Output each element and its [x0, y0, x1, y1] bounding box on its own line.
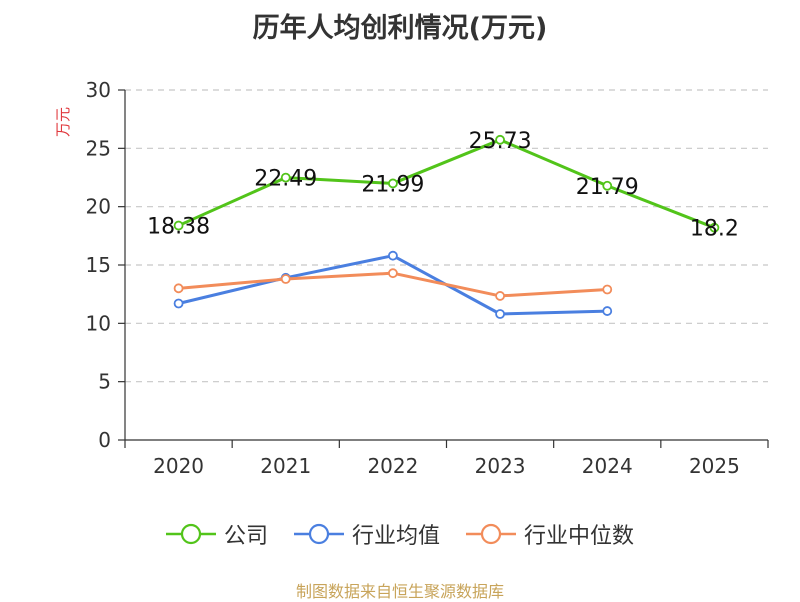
legend-item[interactable]: 公司: [165, 518, 268, 550]
data-point-2: [173, 283, 184, 294]
legend-label: 行业中位数: [524, 524, 635, 549]
x-tick-label: 2024: [582, 454, 633, 478]
data-label: 18.38: [147, 215, 210, 240]
y-tick-label: 20: [86, 195, 111, 219]
y-tick-label: 0: [98, 428, 111, 452]
x-tick-label: 2025: [689, 454, 740, 478]
legend-label: 公司: [223, 524, 268, 549]
legend-marker-icon: [293, 523, 344, 545]
data-point-0: [173, 220, 184, 231]
data-point-0: [709, 222, 720, 233]
y-tick-label: 10: [86, 311, 111, 335]
y-axis-label: 万元: [54, 107, 72, 137]
data-point-0: [388, 178, 398, 189]
y-tick-label: 30: [86, 78, 111, 102]
data-label: 25.73: [469, 129, 532, 154]
data-point-0: [495, 134, 505, 145]
series-line-0: [177, 138, 715, 230]
legend: 公司 行业均值 行业中位数: [0, 518, 800, 550]
data-point-0: [602, 180, 613, 191]
data-label: 21.79: [576, 175, 639, 200]
x-tick-label: 2020: [153, 454, 204, 478]
data-point-2: [388, 268, 398, 279]
data-point-2: [280, 274, 291, 284]
x-tick-label: 2023: [475, 454, 526, 478]
legend-marker-icon: [165, 523, 216, 545]
data-label: 18.2: [690, 217, 739, 242]
legend-label: 行业均值: [351, 524, 440, 549]
y-tick-label: 5: [98, 370, 111, 394]
source-footer: 制图数据来自恒生聚源数据库: [295, 582, 504, 601]
data-point-1: [173, 298, 184, 309]
y-tick-label: 15: [86, 253, 111, 277]
legend-item[interactable]: 行业中位数: [466, 518, 634, 550]
data-point-1: [495, 309, 505, 319]
legend-item[interactable]: 行业均值: [293, 518, 440, 550]
chart-title: 历年人均创利情况(万元): [252, 13, 548, 44]
data-point-1: [602, 306, 613, 316]
x-tick-label: 2022: [367, 454, 418, 478]
legend-marker-icon: [466, 523, 516, 545]
data-point-0: [280, 172, 291, 183]
data-label: 22.49: [254, 167, 317, 192]
y-tick-label: 25: [86, 136, 111, 160]
data-point-2: [495, 291, 505, 301]
data-label: 21.99: [361, 172, 424, 197]
x-tick-label: 2021: [260, 454, 311, 478]
data-point-2: [602, 284, 613, 295]
data-point-1: [388, 250, 398, 261]
